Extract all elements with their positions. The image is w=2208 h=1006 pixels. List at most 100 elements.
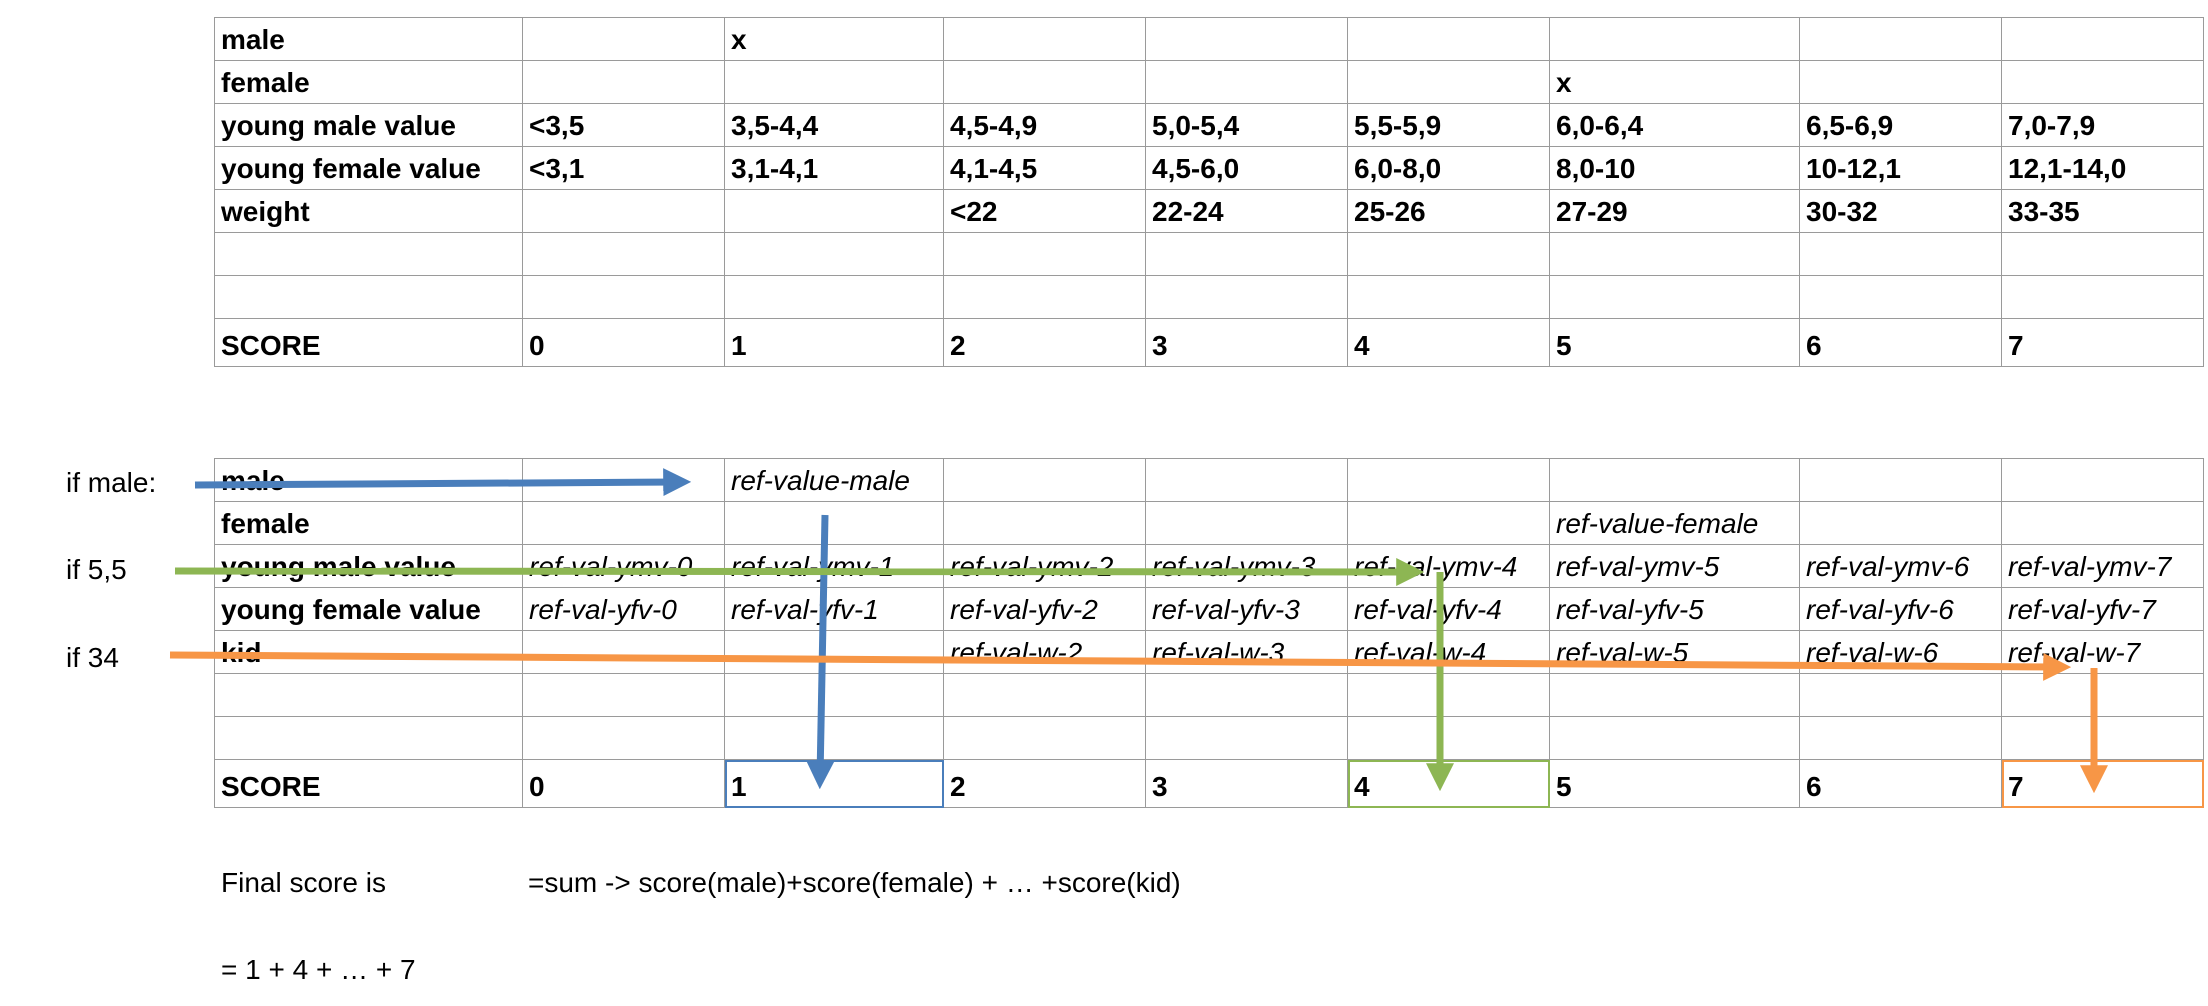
table-cell [1145, 275, 1348, 319]
table-row: young female value ref-val-yfv-0 ref-val-y… [214, 587, 2204, 631]
table-cell: 8,0-10 [1549, 146, 1800, 190]
row-label-cell: young female value [214, 587, 523, 631]
table-cell [1347, 716, 1550, 760]
score-cell: 0 [522, 759, 725, 808]
table-cell [1145, 501, 1348, 545]
table-cell: 4,5-4,9 [943, 103, 1146, 147]
score-cell: 4 [1347, 759, 1550, 808]
table-cell [724, 673, 944, 717]
table-row: female x [214, 60, 2204, 104]
table-row [214, 716, 2204, 760]
row-label-cell [214, 716, 523, 760]
table-cell: ref-val-yfv-4 [1347, 587, 1550, 631]
final-score-formula: =sum -> score(male)+score(female) + … +s… [528, 867, 1181, 898]
table-row: female ref-value-female [214, 501, 2204, 545]
table-cell [724, 60, 944, 104]
table-cell [943, 275, 1146, 319]
table-row: weight <22 22-24 25-26 27-29 30-32 33-35 [214, 189, 2204, 233]
table-cell: 3,1-4,1 [724, 146, 944, 190]
table-cell: ref-val-ymv-2 [943, 544, 1146, 588]
table-cell: ref-val-w-5 [1549, 630, 1800, 674]
score-cell: 5 [1549, 318, 1800, 367]
table-cell: ref-val-yfv-2 [943, 587, 1146, 631]
table-cell [724, 630, 944, 674]
table-cell: ref-value-female [1549, 501, 1800, 545]
table-cell [1145, 17, 1348, 61]
table-cell [2001, 232, 2204, 276]
score-reference-table-body: male x female x young male value <3,5 3,5-4,4 4… [214, 17, 2204, 367]
table-cell [1145, 716, 1348, 760]
table-cell: ref-val-yfv-0 [522, 587, 725, 631]
table-cell: ref-val-ymv-5 [1549, 544, 1800, 588]
condition-if-male: if male: [66, 467, 157, 498]
table-cell [943, 501, 1146, 545]
table-cell: ref-val-yfv-6 [1799, 587, 2002, 631]
table-cell [1347, 232, 1550, 276]
table-cell [1549, 716, 1800, 760]
final-score-sum: = 1 + 4 + … + 7 [221, 954, 416, 985]
table-row [214, 275, 2204, 319]
table-cell [1347, 275, 1550, 319]
table-cell [1799, 716, 2002, 760]
table-row: male x [214, 17, 2204, 61]
table-cell [1145, 673, 1348, 717]
table-cell: 30-32 [1799, 189, 2002, 233]
row-label-cell [214, 232, 523, 276]
table-cell [724, 275, 944, 319]
table-cell [1549, 458, 1800, 502]
table-cell: ref-val-ymv-4 [1347, 544, 1550, 588]
row-label-cell: SCORE [214, 318, 523, 367]
table-cell [943, 232, 1146, 276]
table-cell: ref-val-yfv-3 [1145, 587, 1348, 631]
table-cell [1145, 232, 1348, 276]
table-cell [943, 60, 1146, 104]
table-cell [724, 232, 944, 276]
table-cell: ref-val-ymv-0 [522, 544, 725, 588]
table-cell [2001, 60, 2204, 104]
table-cell: ref-val-w-2 [943, 630, 1146, 674]
table-cell: 7,0-7,9 [2001, 103, 2204, 147]
row-label-cell: young male value [214, 544, 523, 588]
table-cell [522, 630, 725, 674]
table-cell [2001, 458, 2204, 502]
table-cell [1799, 17, 2002, 61]
table-cell: <3,1 [522, 146, 725, 190]
table-cell: ref-val-ymv-7 [2001, 544, 2204, 588]
table-cell: x [724, 17, 944, 61]
table-cell: 22-24 [1145, 189, 1348, 233]
table-row: young male value <3,5 3,5-4,4 4,5-4,9 5,0-5,… [214, 103, 2204, 147]
table-cell: 6,5-6,9 [1799, 103, 2002, 147]
table-cell [724, 716, 944, 760]
table-cell [1549, 673, 1800, 717]
row-label-cell: male [214, 17, 523, 61]
table-row [214, 232, 2204, 276]
table-cell [2001, 673, 2204, 717]
table-cell [1549, 17, 1800, 61]
table-cell [1145, 458, 1348, 502]
table-cell [724, 501, 944, 545]
table-cell: ref-value-male [724, 458, 944, 502]
table-cell [2001, 501, 2204, 545]
table-cell: 10-12,1 [1799, 146, 2002, 190]
table-cell: 4,1-4,5 [943, 146, 1146, 190]
table-cell: ref-val-yfv-7 [2001, 587, 2204, 631]
table-row: SCORE 0 1 2 3 4 5 6 7 [214, 759, 2204, 808]
table-cell: 4,5-6,0 [1145, 146, 1348, 190]
score-cell: 2 [943, 318, 1146, 367]
table-cell [522, 189, 725, 233]
row-label-cell [214, 673, 523, 717]
table-cell [1347, 501, 1550, 545]
score-lookup-table: male ref-value-male female ref-value-female… [214, 458, 2204, 808]
row-label-cell: male [214, 458, 523, 502]
table-cell: 27-29 [1549, 189, 1800, 233]
table-cell: ref-val-w-4 [1347, 630, 1550, 674]
table-cell: 25-26 [1347, 189, 1550, 233]
table-cell [2001, 17, 2204, 61]
table-cell [1347, 673, 1550, 717]
table-cell [1549, 232, 1800, 276]
row-label-cell: SCORE [214, 759, 523, 808]
row-label-cell [214, 275, 523, 319]
table-cell [1347, 60, 1550, 104]
condition-if-value: if 5,5 [66, 554, 127, 585]
table-cell: <3,5 [522, 103, 725, 147]
